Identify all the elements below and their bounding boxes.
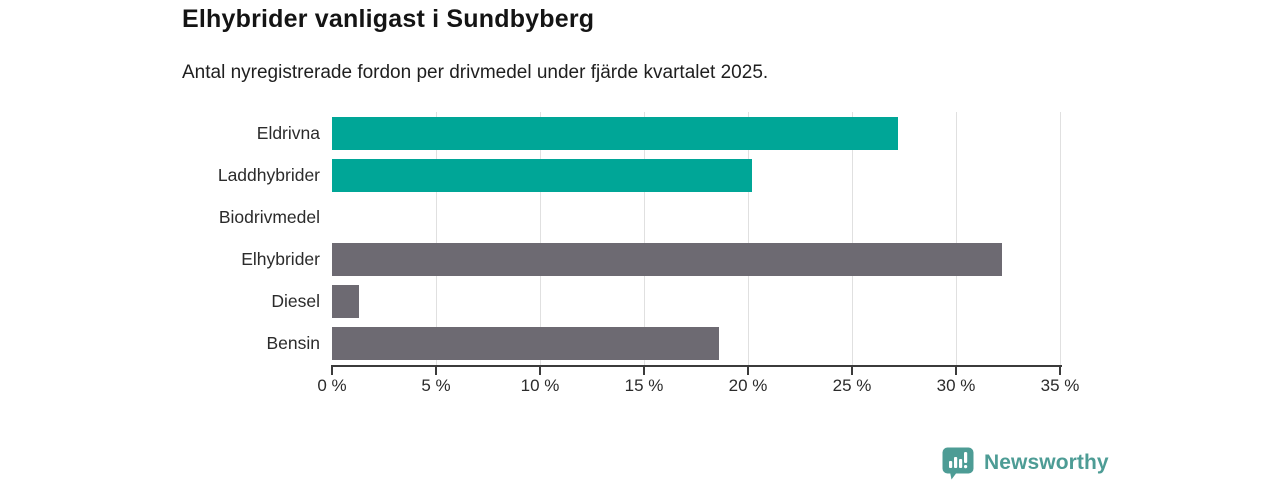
x-tick-label: 20 % [728,376,768,395]
gridline [643,112,645,365]
y-axis-labels: Eldrivna Laddhybrider Biodrivmedel Elhybrid… [0,112,320,365]
x-tick-mark [955,365,957,375]
x-tick-label: 30 % [936,376,976,395]
newsworthy-logo-text: Newsworthy [984,451,1109,474]
bar-chart-speech-bubble-icon [941,446,975,480]
x-tick-mark [1059,365,1061,375]
x-axis-line [332,365,1062,367]
x-tick-label: 10 % [520,376,560,395]
gridline [851,112,853,365]
category-label: Elhybrider [241,249,320,270]
gridline [539,112,541,365]
newsworthy-logo: Newsworthy [941,446,1109,480]
x-tick-mark [747,365,749,375]
gridline [435,112,437,365]
bar-diesel [332,285,360,319]
bar-eldrivna [332,116,898,150]
x-tick-mark [643,365,645,375]
gridline [747,112,749,365]
category-label: Eldrivna [256,122,320,143]
gridline [1059,112,1061,365]
x-tick-mark [331,365,333,375]
x-tick-label: 5 % [421,376,451,395]
category-label: Laddhybrider [217,164,320,185]
category-label: Diesel [271,291,320,312]
bar-elhybrider [332,243,1002,277]
bar-bensin [332,327,719,361]
x-tick-label: 0 % [317,376,347,395]
page-subtitle: Antal nyregistrerade fordon per drivmede… [182,62,769,83]
x-tick-label: 35 % [1040,376,1080,395]
x-tick-label: 25 % [832,376,872,395]
gridline [955,112,957,365]
x-tick-mark [435,365,437,375]
page-title: Elhybrider vanligast i Sundbyberg [182,5,595,33]
category-label: Biodrivmedel [218,206,320,227]
x-tick-mark [539,365,541,375]
plot-area [332,112,1061,365]
bar-laddhybrider [332,158,753,192]
x-tick-label: 15 % [624,376,664,395]
category-label: Bensin [266,333,320,354]
x-tick-mark [851,365,853,375]
